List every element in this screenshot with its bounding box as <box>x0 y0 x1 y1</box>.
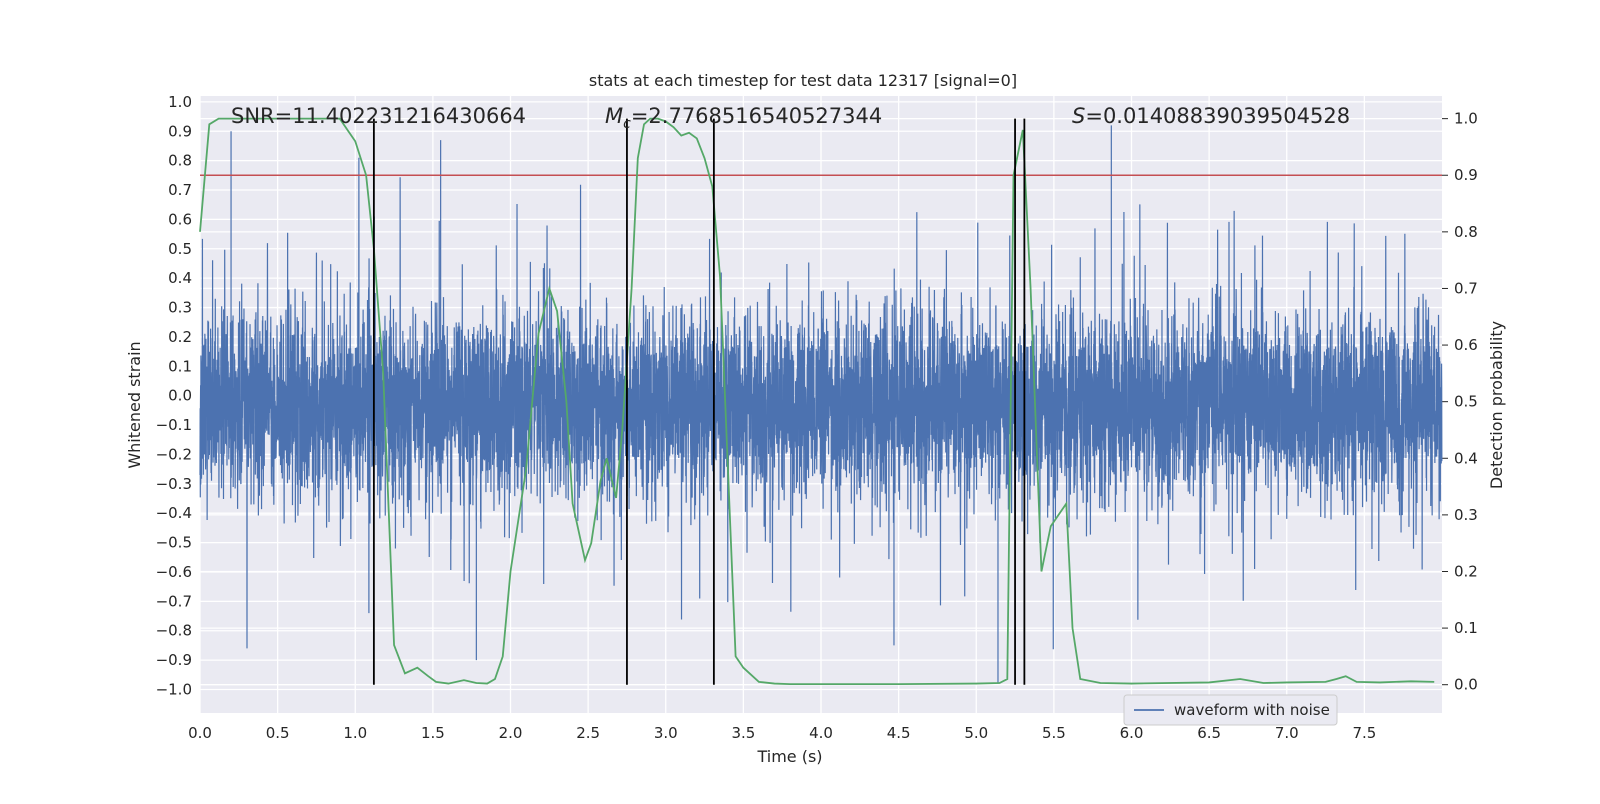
x-tick-label: 2.5 <box>576 724 600 742</box>
x-tick-label: 4.0 <box>809 724 833 742</box>
y-right-tick-label: 0.6 <box>1454 336 1478 354</box>
x-tick-label: 4.5 <box>887 724 911 742</box>
y-left-tick-label: 0.1 <box>168 357 192 375</box>
y-left-axis-label: Whitened strain <box>125 341 144 468</box>
x-axis-label: Time (s) <box>756 747 822 766</box>
series-waveform-noise <box>199 125 1443 684</box>
y-left-tick-label: −0.8 <box>156 622 192 640</box>
y-left-tick-label: −0.6 <box>156 563 192 581</box>
y-left-tick-label: 0.8 <box>168 152 192 170</box>
y-right-tick-label: 0.2 <box>1454 562 1478 580</box>
annotation-mc-value: =2.7768516540527344 <box>631 104 882 128</box>
y-left-tick-label: −0.7 <box>156 592 192 610</box>
y-left-tick-label: 0.9 <box>168 122 192 140</box>
y-right-tick-label: 0.9 <box>1454 166 1478 184</box>
y-right-tick-label: 0.7 <box>1454 279 1478 297</box>
y-left-tick-label: −0.2 <box>156 445 192 463</box>
annotation-mc-subscript: c <box>623 116 631 132</box>
legend-box <box>1123 694 1338 726</box>
x-tick-label: 5.0 <box>964 724 988 742</box>
x-tick-label: 3.5 <box>731 724 755 742</box>
y-left-tick-label: 0.4 <box>168 269 192 287</box>
y-right-tick-label: 0.1 <box>1454 619 1478 637</box>
y-right-ticks: 1.0 0.9 0.8 0.7 0.6 0.5 0.4 0.3 0.2 0.1 0.0 <box>1442 110 1478 694</box>
y-right-tick-label: 0.4 <box>1454 449 1478 467</box>
legend-label-waveform: waveform with noise <box>1174 701 1330 719</box>
annotation-s-symbol: S <box>1072 104 1085 128</box>
x-tick-label: 1.5 <box>421 724 445 742</box>
y-left-ticks: 1.0 0.9 0.8 0.7 0.6 0.5 0.4 0.3 0.2 0.1 0.0 −0.1 −0.… <box>156 93 192 699</box>
y-left-tick-label: 0.6 <box>168 210 192 228</box>
chart-title: stats at each timestep for test data 123… <box>589 71 1017 90</box>
series-detection-probability <box>199 117 1435 686</box>
y-left-tick-label: −0.9 <box>156 651 192 669</box>
x-tick-label: 0.0 <box>188 724 212 742</box>
y-right-tick-label: 0.5 <box>1454 393 1478 411</box>
annotation-snr: SNR=11.402231216430664 <box>231 104 526 128</box>
x-tick-label: 7.0 <box>1275 724 1299 742</box>
y-left-tick-label: −0.3 <box>156 475 192 493</box>
x-tick-label: 7.5 <box>1352 724 1376 742</box>
y-left-tick-label: 0.3 <box>168 299 192 317</box>
y-left-tick-label: −0.5 <box>156 534 192 552</box>
legend: waveform with noise <box>1123 694 1338 726</box>
y-right-tick-label: 0.8 <box>1454 223 1478 241</box>
y-left-tick-label: −0.4 <box>156 504 192 522</box>
x-tick-label: 2.0 <box>499 724 523 742</box>
y-right-axis-label: Detection probability <box>1487 321 1506 489</box>
x-tick-label: 1.0 <box>343 724 367 742</box>
x-tick-label: 6.5 <box>1197 724 1221 742</box>
x-tick-label: 6.0 <box>1120 724 1144 742</box>
y-right-tick-label: 0.3 <box>1454 506 1478 524</box>
y-left-tick-label: 0.7 <box>168 181 192 199</box>
x-tick-label: 0.5 <box>266 724 290 742</box>
x-tick-label: 5.5 <box>1042 724 1066 742</box>
y-left-tick-label: 0.2 <box>168 328 192 346</box>
y-right-tick-label: 1.0 <box>1454 110 1478 128</box>
annotation-s: S=0.014088390395045​28 <box>1072 104 1350 128</box>
y-left-tick-label: 0.5 <box>168 240 192 258</box>
annotation-s-value: =0.014088390395045​28 <box>1085 104 1350 128</box>
annotation-mc-symbol: M <box>605 104 623 128</box>
y-left-tick-label: −0.1 <box>156 416 192 434</box>
y-left-tick-label: −1.0 <box>156 680 192 698</box>
y-right-tick-label: 0.0 <box>1454 676 1478 694</box>
y-left-tick-label: 0.0 <box>168 387 192 405</box>
x-tick-label: 3.0 <box>654 724 678 742</box>
vertical-markers <box>372 118 1026 685</box>
x-ticks: 0.0 0.5 1.0 1.5 2.0 2.5 3.0 3.5 4.0 4.5 5.0 5.5 6.0 6… <box>188 724 1376 742</box>
y-left-tick-label: 1.0 <box>168 93 192 111</box>
annotation-mc: Mc=2.7768516540527344 <box>605 104 882 132</box>
